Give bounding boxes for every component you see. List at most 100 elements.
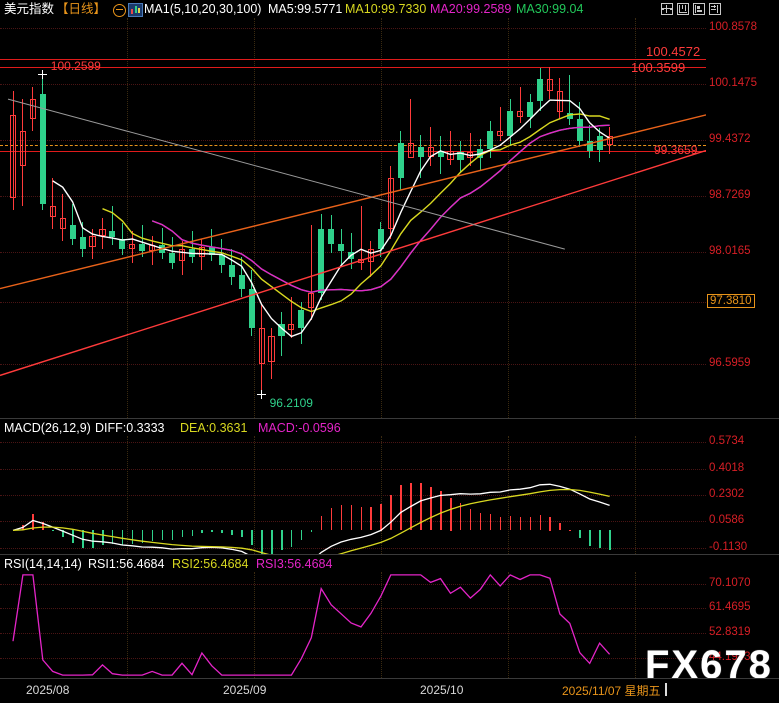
macd-plot-area[interactable] <box>0 436 706 554</box>
candle-body[interactable] <box>159 245 166 254</box>
candle-body[interactable] <box>527 101 534 118</box>
bar-shift-icon[interactable] <box>693 3 705 15</box>
candle-body[interactable] <box>377 229 384 250</box>
candle-body[interactable] <box>79 237 86 250</box>
candle-body[interactable] <box>99 229 106 236</box>
resistance-line-1[interactable] <box>0 59 706 61</box>
candle-body[interactable] <box>308 292 315 309</box>
date-axis[interactable]: 2025/08 2025/09 2025/10 2025/11/07 星期五 <box>0 678 779 703</box>
price-gridline-v <box>635 18 636 418</box>
candle-body[interactable] <box>397 142 404 179</box>
macd-gridline <box>0 468 706 470</box>
candle-body[interactable] <box>367 249 375 263</box>
price-gridline <box>0 27 706 29</box>
candle-body[interactable] <box>268 336 275 363</box>
date-tick-label[interactable]: 2025/09 <box>223 683 267 697</box>
candle-body[interactable] <box>238 275 245 289</box>
jump-right-icon[interactable] <box>709 3 721 15</box>
candle-body[interactable] <box>338 243 345 252</box>
candle-body[interactable] <box>59 217 66 230</box>
ma-settings-label[interactable]: MA1(5,10,20,30,100) <box>144 2 262 16</box>
candle-body[interactable] <box>228 264 235 277</box>
candle-body[interactable] <box>328 229 335 244</box>
candle-body[interactable] <box>487 130 494 149</box>
candle-body[interactable] <box>348 251 355 260</box>
candle-body[interactable] <box>417 146 424 157</box>
rsi-gridline-v <box>508 572 509 678</box>
candle-body[interactable] <box>546 79 553 92</box>
price-axis-label-highlight: 97.3810 <box>707 293 755 308</box>
candle-body[interactable] <box>258 328 265 364</box>
macd-panel[interactable]: MACD(26,12,9) DIFF:0.3333 DEA:0.3631 MAC… <box>0 419 779 554</box>
price-chart-panel[interactable]: 100.8578 100.1475 99.4372 98.7269 98.0165 97.… <box>0 18 779 418</box>
candle-body[interactable] <box>457 152 464 160</box>
candle-body[interactable] <box>596 136 603 151</box>
candle-body[interactable] <box>169 253 176 263</box>
macd-histogram-bar <box>62 530 64 538</box>
candle-body[interactable] <box>407 142 414 159</box>
candle-body[interactable] <box>467 152 474 159</box>
macd-histogram-bar <box>420 483 422 531</box>
candle-body[interactable] <box>9 114 17 198</box>
current-date-label[interactable]: 2025/11/07 星期五 <box>560 682 663 699</box>
candle-body[interactable] <box>497 130 504 137</box>
candle-body[interactable] <box>298 309 305 329</box>
candle-body[interactable] <box>178 249 186 261</box>
candle-body[interactable] <box>278 324 285 336</box>
macd-histogram-bar <box>489 513 492 531</box>
macd-gridline <box>0 547 706 549</box>
bar-scale-icon[interactable] <box>677 3 689 15</box>
rsi-plot-area[interactable] <box>0 572 706 678</box>
support-line-1[interactable] <box>0 150 706 152</box>
candle-body[interactable] <box>447 150 454 160</box>
candle-body[interactable] <box>288 324 295 331</box>
candle-body[interactable] <box>437 150 444 157</box>
candle-body[interactable] <box>89 235 96 247</box>
candle-body[interactable] <box>427 146 434 157</box>
candle-body[interactable] <box>586 141 593 151</box>
crosshair-icon[interactable] <box>661 3 673 15</box>
candle-body[interactable] <box>19 130 26 167</box>
candle-body[interactable] <box>188 249 196 257</box>
candle-body[interactable] <box>139 243 146 252</box>
candle-wick <box>559 77 561 119</box>
candle-body[interactable] <box>109 231 116 238</box>
minus-circle-icon[interactable] <box>113 4 126 17</box>
rsi-title[interactable]: RSI(14,14,14) <box>4 557 82 571</box>
macd-axis: 0.5734 0.4018 0.2302 0.0586 -0.1130 <box>706 435 779 554</box>
candlestick-icon[interactable] <box>128 3 143 17</box>
candle-body[interactable] <box>29 99 36 119</box>
date-tick-label[interactable]: 2025/10 <box>420 683 464 697</box>
candle-body[interactable] <box>477 148 484 159</box>
candle-body[interactable] <box>69 225 76 239</box>
candle-body[interactable] <box>49 205 56 218</box>
candle-body[interactable] <box>576 118 583 141</box>
candle-body[interactable] <box>198 246 205 258</box>
candle-body[interactable] <box>129 243 136 250</box>
candle-body[interactable] <box>149 245 156 252</box>
date-tick-label[interactable]: 2025/08 <box>26 683 70 697</box>
candle-body[interactable] <box>387 178 394 230</box>
macd-histogram-bar <box>241 530 243 538</box>
resistance-line-2[interactable] <box>0 66 706 68</box>
candle-body[interactable] <box>606 136 613 145</box>
macd-title[interactable]: MACD(26,12,9) <box>4 421 91 435</box>
candle-body[interactable] <box>566 112 573 119</box>
rsi-panel[interactable]: RSI(14,14,14) RSI1:56.4684 RSI2:56.4684 … <box>0 555 779 678</box>
candle-body[interactable] <box>357 259 365 263</box>
candle-body[interactable] <box>556 91 563 113</box>
candle-body[interactable] <box>208 246 215 255</box>
rsi-axis: 70.1070 61.4695 52.8319 44.1943 <box>706 572 779 678</box>
candle-body[interactable] <box>218 254 225 265</box>
price-plot-area[interactable] <box>0 18 706 418</box>
candle-body[interactable] <box>536 79 544 102</box>
period-label[interactable]: 【日线】 <box>56 1 107 16</box>
candle-body[interactable] <box>39 93 46 205</box>
candle-body[interactable] <box>318 229 325 293</box>
downtrend-line <box>7 98 565 250</box>
candle-body[interactable] <box>507 111 514 137</box>
candle-body[interactable] <box>517 111 524 118</box>
candle-body[interactable] <box>119 238 126 250</box>
candle-body[interactable] <box>248 288 255 329</box>
rsi-gridline-v <box>635 572 636 678</box>
